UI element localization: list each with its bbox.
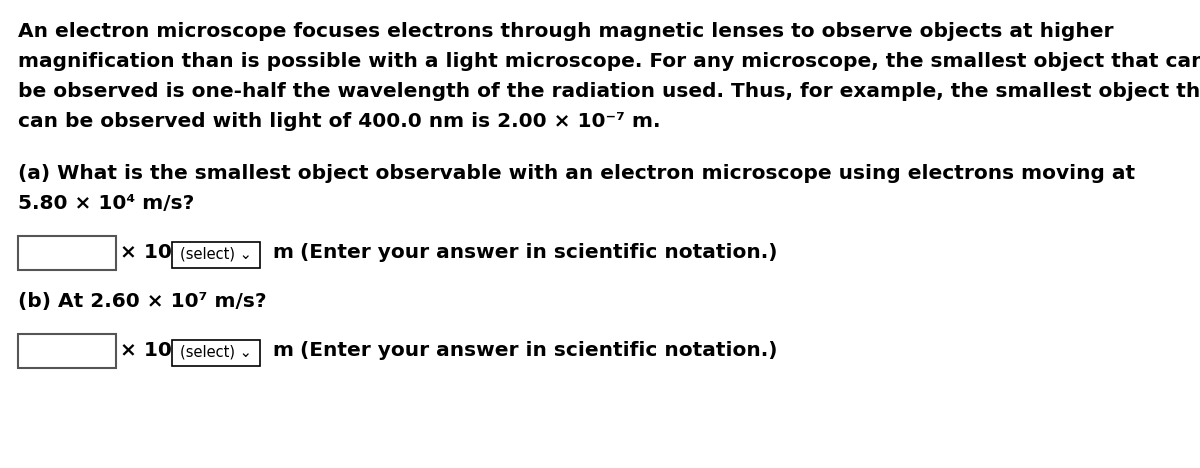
Text: (select) ⌄: (select) ⌄ bbox=[180, 344, 252, 359]
Bar bbox=[172, 242, 260, 268]
Text: be observed is one-half the wavelength of the radiation used. Thus, for example,: be observed is one-half the wavelength o… bbox=[18, 82, 1200, 101]
Text: (Enter your answer in scientific notation.): (Enter your answer in scientific notatio… bbox=[300, 342, 778, 360]
Text: m: m bbox=[272, 342, 293, 360]
Text: (a) What is the smallest object observable with an electron microscope using ele: (a) What is the smallest object observab… bbox=[18, 164, 1135, 183]
Text: × 10: × 10 bbox=[120, 243, 172, 263]
Text: m: m bbox=[272, 243, 293, 263]
Text: (select) ⌄: (select) ⌄ bbox=[180, 247, 252, 262]
Text: 5.80 × 10⁴ m/s?: 5.80 × 10⁴ m/s? bbox=[18, 194, 194, 213]
Text: magnification than is possible with a light microscope. For any microscope, the : magnification than is possible with a li… bbox=[18, 52, 1200, 71]
Text: (Enter your answer in scientific notation.): (Enter your answer in scientific notatio… bbox=[300, 243, 778, 263]
Text: (b) At 2.60 × 10⁷ m/s?: (b) At 2.60 × 10⁷ m/s? bbox=[18, 292, 266, 311]
Bar bbox=[172, 340, 260, 366]
Bar bbox=[18, 236, 116, 270]
Text: can be observed with light of 400.0 nm is 2.00 × 10⁻⁷ m.: can be observed with light of 400.0 nm i… bbox=[18, 112, 660, 131]
Bar bbox=[18, 334, 116, 368]
Text: × 10: × 10 bbox=[120, 342, 172, 360]
Text: An electron microscope focuses electrons through magnetic lenses to observe obje: An electron microscope focuses electrons… bbox=[18, 22, 1114, 41]
